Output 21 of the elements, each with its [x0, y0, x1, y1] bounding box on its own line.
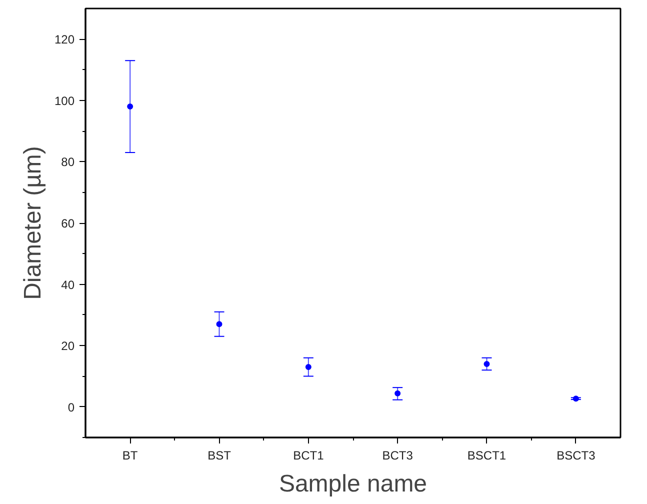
x-tick-label: BSCT3 — [556, 448, 596, 462]
y-tick-label: 40 — [61, 278, 75, 292]
x-axis-title: Sample name — [278, 470, 428, 498]
point — [127, 104, 134, 110]
point — [305, 364, 312, 370]
y-tick-label: 120 — [54, 32, 75, 47]
x-tick-label: BSCT1 — [467, 448, 506, 462]
x-tick-label: BT — [122, 448, 138, 462]
y-tick-label: 20 — [61, 339, 75, 354]
x-tick-label: BCT3 — [382, 448, 414, 462]
point — [484, 360, 490, 367]
point — [216, 321, 222, 328]
point — [572, 396, 579, 402]
y-tick-label: 60 — [61, 216, 75, 230]
x-tick-label: BCT1 — [293, 448, 324, 462]
x-tick-label: BST — [208, 448, 232, 462]
y-tick-label: 100 — [54, 94, 75, 108]
y-tick-label: 80 — [61, 155, 75, 170]
y-tick-label: 0 — [68, 400, 75, 414]
y-axis-title: Diameter (µm) — [19, 146, 46, 300]
point — [394, 390, 401, 396]
